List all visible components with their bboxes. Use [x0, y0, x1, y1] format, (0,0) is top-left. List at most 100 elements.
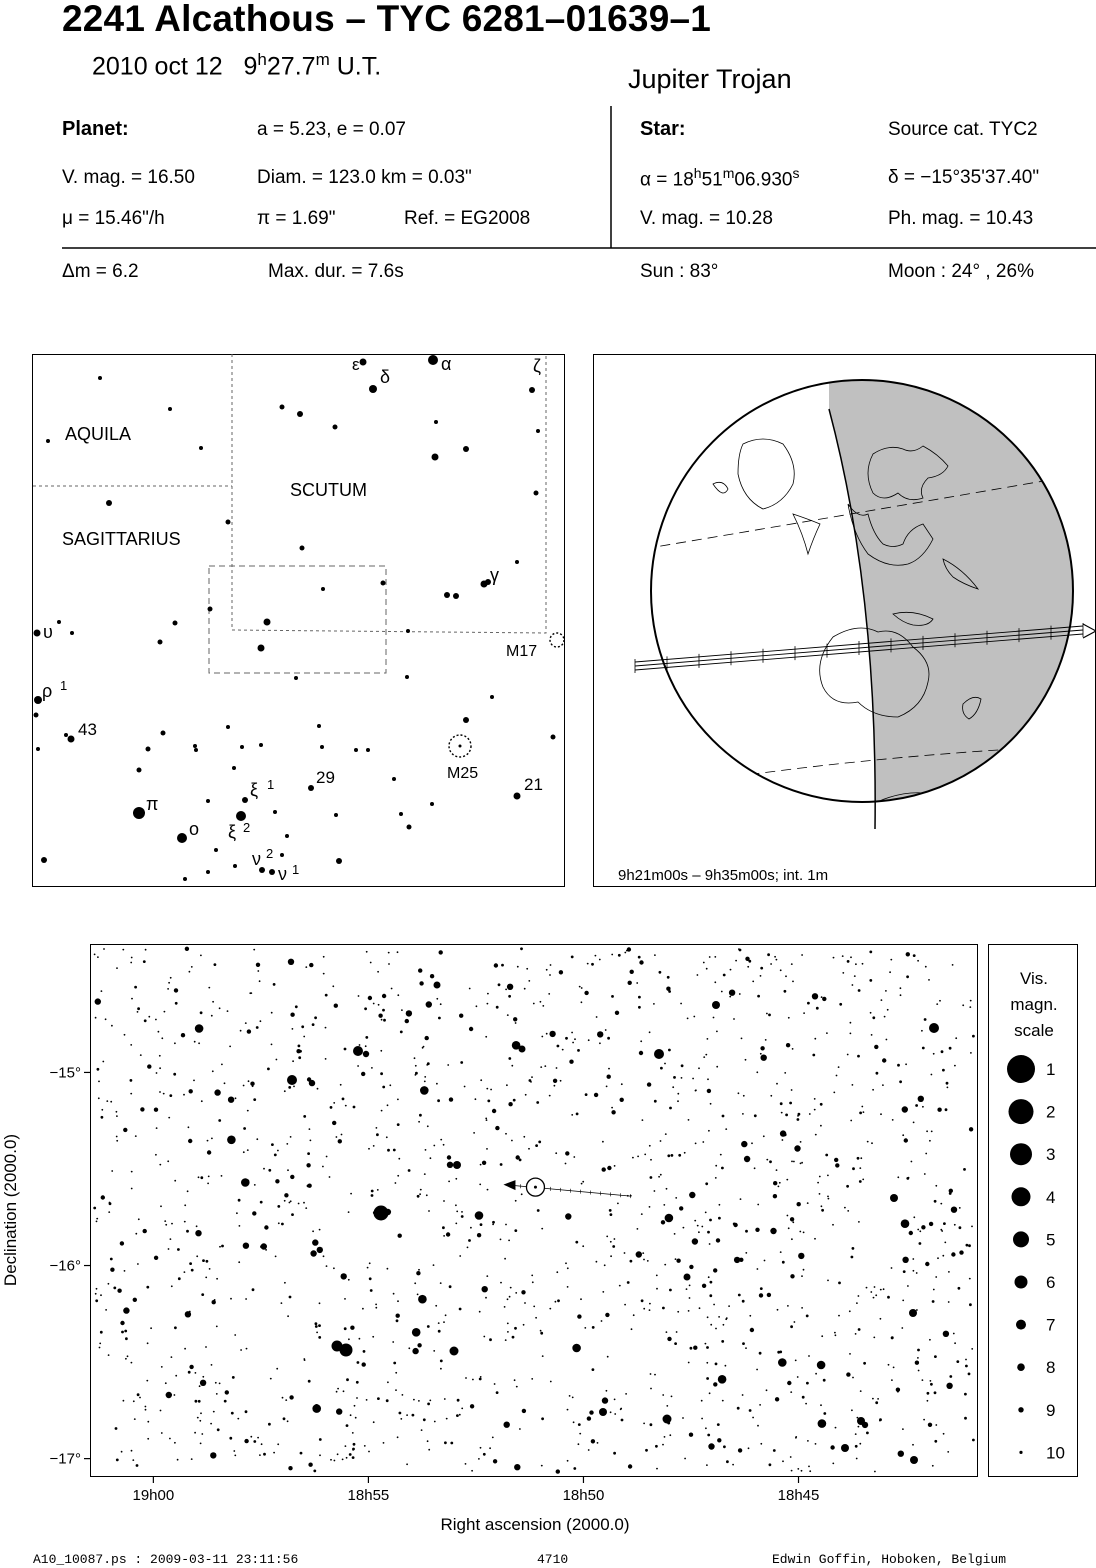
field-star [411, 1413, 415, 1417]
field-star [580, 1001, 583, 1004]
field-star [418, 968, 423, 973]
field-star [244, 1022, 247, 1024]
field-star [802, 1231, 805, 1234]
field-star [718, 1316, 720, 1318]
field-star [485, 1035, 488, 1038]
finder-star [279, 404, 285, 410]
field-star [438, 950, 443, 955]
field-star [650, 1158, 652, 1161]
field-star [340, 1411, 342, 1414]
field-star [586, 962, 589, 965]
field-star [418, 1294, 427, 1304]
field-star [827, 1195, 829, 1198]
field-star [882, 1084, 884, 1086]
x-tick-label: 18h50 [563, 1487, 605, 1504]
field-star [335, 1136, 338, 1138]
field-star [805, 1402, 807, 1405]
field-star [189, 1262, 193, 1265]
field-star [249, 992, 252, 995]
y-tick-label: −17° [50, 1451, 81, 1468]
field-star [501, 963, 504, 967]
field-star [571, 1396, 574, 1399]
field-star [506, 1298, 509, 1301]
field-star [620, 1418, 624, 1422]
field-star [571, 1031, 573, 1034]
finder-star [428, 355, 438, 365]
planet-heading: Planet: [62, 118, 129, 140]
field-star [545, 968, 548, 971]
field-star [832, 1223, 834, 1226]
field-star [580, 1298, 582, 1301]
field-star [649, 1176, 653, 1179]
field-star [700, 1399, 703, 1402]
field-star [201, 1293, 205, 1296]
field-star [259, 1454, 261, 1456]
field-star [159, 1163, 162, 1166]
field-star [312, 1239, 319, 1246]
field-star [715, 1327, 717, 1330]
field-star [948, 1046, 952, 1050]
field-star [322, 1165, 324, 1168]
field-star [468, 987, 471, 990]
field-star [197, 1231, 201, 1234]
field-star [935, 1424, 938, 1426]
field-star [368, 1450, 370, 1453]
field-star [629, 969, 634, 974]
field-star [912, 1121, 915, 1124]
field-star [486, 1148, 488, 1150]
field-star [905, 1063, 907, 1066]
field-star [284, 1193, 289, 1198]
field-star [945, 1081, 949, 1085]
field-star [481, 1286, 488, 1293]
field-star [721, 1340, 725, 1343]
field-star [721, 1399, 724, 1402]
field-star [95, 1299, 99, 1303]
field-star [345, 1424, 349, 1427]
field-star [787, 1016, 790, 1019]
field-star [887, 1363, 890, 1366]
field-star [514, 1229, 518, 1232]
field-star [799, 1230, 802, 1233]
field-star [601, 1397, 609, 1404]
field-star [208, 1268, 211, 1270]
field-star [517, 1466, 520, 1469]
field-star [506, 1322, 509, 1325]
field-star [941, 1230, 944, 1232]
field-star [722, 973, 726, 977]
field-star [738, 948, 740, 950]
field-star [851, 1409, 853, 1412]
field-star [838, 1281, 841, 1285]
field-star [356, 1397, 358, 1399]
field-star [561, 1048, 564, 1051]
field-star [147, 1437, 150, 1440]
finder-star [259, 867, 265, 873]
field-star [776, 1308, 779, 1311]
field-star [801, 1307, 803, 1309]
field-star [404, 1018, 409, 1024]
field-star [223, 1082, 226, 1085]
field-star [704, 1211, 707, 1214]
field-star [741, 1299, 745, 1303]
field-star [442, 1226, 445, 1230]
field-star [752, 1416, 754, 1419]
field-star [629, 1259, 633, 1263]
field-star [559, 1079, 562, 1082]
field-star [214, 1089, 221, 1096]
field-star [765, 1389, 768, 1392]
field-star [148, 1015, 151, 1018]
field-star [531, 1378, 534, 1380]
scale-dot [1007, 1055, 1035, 1083]
field-star [369, 1289, 373, 1292]
field-star [129, 1079, 133, 1082]
bright-star [373, 1205, 389, 1221]
field-star [813, 1108, 816, 1111]
field-star [708, 1392, 711, 1395]
sun-elongation: Sun : 83° [640, 261, 719, 282]
field-star [847, 1210, 850, 1212]
field-star [416, 1271, 421, 1276]
field-star [791, 1160, 793, 1163]
field-star [485, 1119, 488, 1121]
field-star [490, 1088, 492, 1091]
field-star [791, 1048, 794, 1050]
field-star [815, 1006, 819, 1010]
